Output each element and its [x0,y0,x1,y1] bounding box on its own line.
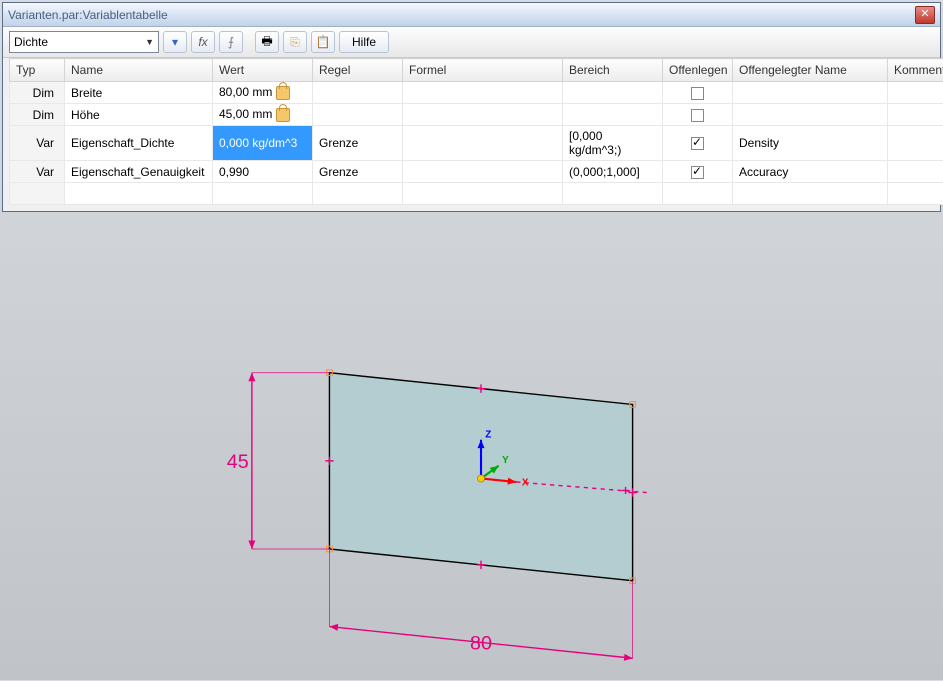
copy-icon: ⎘ [290,35,300,50]
cell-regel[interactable]: Grenze [313,161,403,183]
header-row: Typ Name Wert Regel Formel Bereich Offen… [10,59,943,82]
dropdown-value: Dichte [14,35,48,49]
variable-table-window: Varianten.par:Variablentabelle ✕ Dichte … [2,2,941,212]
cell-formel[interactable] [403,126,563,161]
table-row[interactable]: DimHöhe45,00 mm [10,104,943,126]
axis-x-label: X [522,478,529,489]
table-row[interactable]: VarEigenschaft_Dichte0,000 kg/dm^3Grenze… [10,126,943,161]
cell-typ: Var [10,161,65,183]
functions-icon: ⨍ [228,35,234,49]
cell-name[interactable]: Eigenschaft_Dichte [65,126,213,161]
checkbox[interactable] [691,166,704,179]
help-button[interactable]: Hilfe [339,31,389,53]
cell-name[interactable]: Breite [65,82,213,104]
lock-icon [276,108,290,122]
cell-formel[interactable] [403,104,563,126]
table-row[interactable]: DimBreite80,00 mm [10,82,943,104]
col-formel[interactable]: Formel [403,59,563,82]
col-name[interactable]: Name [65,59,213,82]
cell-offenlegen[interactable] [663,82,733,104]
print-button[interactable]: 🖶 [255,31,279,53]
axis-y-label: Y [502,455,509,466]
axis-z-label: Z [485,430,491,441]
dimension-height-value: 45 [227,451,249,473]
col-wert[interactable]: Wert [213,59,313,82]
cell-wert[interactable]: 45,00 mm [213,104,313,126]
col-regel[interactable]: Regel [313,59,403,82]
cell-wert[interactable]: 80,00 mm [213,82,313,104]
cell-offengelegter-name[interactable] [733,104,888,126]
paste-icon: 📋 [316,35,331,49]
col-typ[interactable]: Typ [10,59,65,82]
funnel-icon: ▾ [172,35,178,49]
cell-wert[interactable]: 0,990 [213,161,313,183]
cell-typ: Var [10,126,65,161]
cell-typ: Dim [10,82,65,104]
checkbox[interactable] [691,137,704,150]
cell-regel[interactable] [313,104,403,126]
help-label: Hilfe [352,35,376,49]
window-title: Varianten.par:Variablentabelle [8,8,915,22]
print-icon: 🖶 [261,32,272,53]
cell-kommentar[interactable] [888,126,943,161]
cell-kommentar[interactable] [888,104,943,126]
col-offengelegter-name[interactable]: Offengelegter Name [733,59,888,82]
col-kommentar[interactable]: Kommentar [888,59,943,82]
cell-regel[interactable]: Grenze [313,126,403,161]
cell-wert[interactable]: 0,000 kg/dm^3 [213,126,313,161]
cell-kommentar[interactable] [888,82,943,104]
table-row[interactable]: VarEigenschaft_Genauigkeit0,990Grenze (0,… [10,161,943,183]
lock-icon [276,86,290,100]
close-button[interactable]: ✕ [915,6,935,24]
cell-name[interactable]: Höhe [65,104,213,126]
cad-scene: 45 80 X Y Z [0,200,943,678]
dimension-width-value: 80 [470,632,492,654]
close-icon: ✕ [920,9,929,20]
functions-button[interactable]: ⨍ [219,31,243,53]
cell-bereich[interactable]: [0,000 kg/dm^3;) [563,126,663,161]
toolbar: Dichte ▼ ▾ fx ⨍ 🖶 ⎘ 📋 Hilfe [3,27,940,58]
filter-dropdown[interactable]: Dichte ▼ [9,31,159,53]
col-offenlegen[interactable]: Offenlegen [663,59,733,82]
cell-offengelegter-name[interactable]: Density [733,126,888,161]
dimension-height[interactable]: 45 [227,373,330,549]
cell-regel[interactable] [313,82,403,104]
cell-name[interactable]: Eigenschaft_Genauigkeit [65,161,213,183]
titlebar: Varianten.par:Variablentabelle ✕ [3,3,940,27]
cad-viewport[interactable]: 45 80 X Y Z [0,200,943,678]
filter-button[interactable]: ▾ [163,31,187,53]
col-bereich[interactable]: Bereich [563,59,663,82]
cell-bereich[interactable] [563,104,663,126]
cell-formel[interactable] [403,161,563,183]
cell-kommentar[interactable] [888,161,943,183]
cell-offenlegen[interactable] [663,126,733,161]
table-container: Typ Name Wert Regel Formel Bereich Offen… [3,58,940,211]
variable-table: Typ Name Wert Regel Formel Bereich Offen… [9,58,943,205]
checkbox[interactable] [691,109,704,122]
cell-offengelegter-name[interactable]: Accuracy [733,161,888,183]
fx-button[interactable]: fx [191,31,215,53]
cell-offengelegter-name[interactable] [733,82,888,104]
cell-formel[interactable] [403,82,563,104]
cell-offenlegen[interactable] [663,161,733,183]
paste-button[interactable]: 📋 [311,31,335,53]
checkbox[interactable] [691,87,704,100]
cell-bereich[interactable]: (0,000;1,000] [563,161,663,183]
cell-bereich[interactable] [563,82,663,104]
fx-icon: fx [198,35,207,49]
copy-button[interactable]: ⎘ [283,31,307,53]
chevron-down-icon: ▼ [145,37,154,47]
cell-offenlegen[interactable] [663,104,733,126]
cell-typ: Dim [10,104,65,126]
